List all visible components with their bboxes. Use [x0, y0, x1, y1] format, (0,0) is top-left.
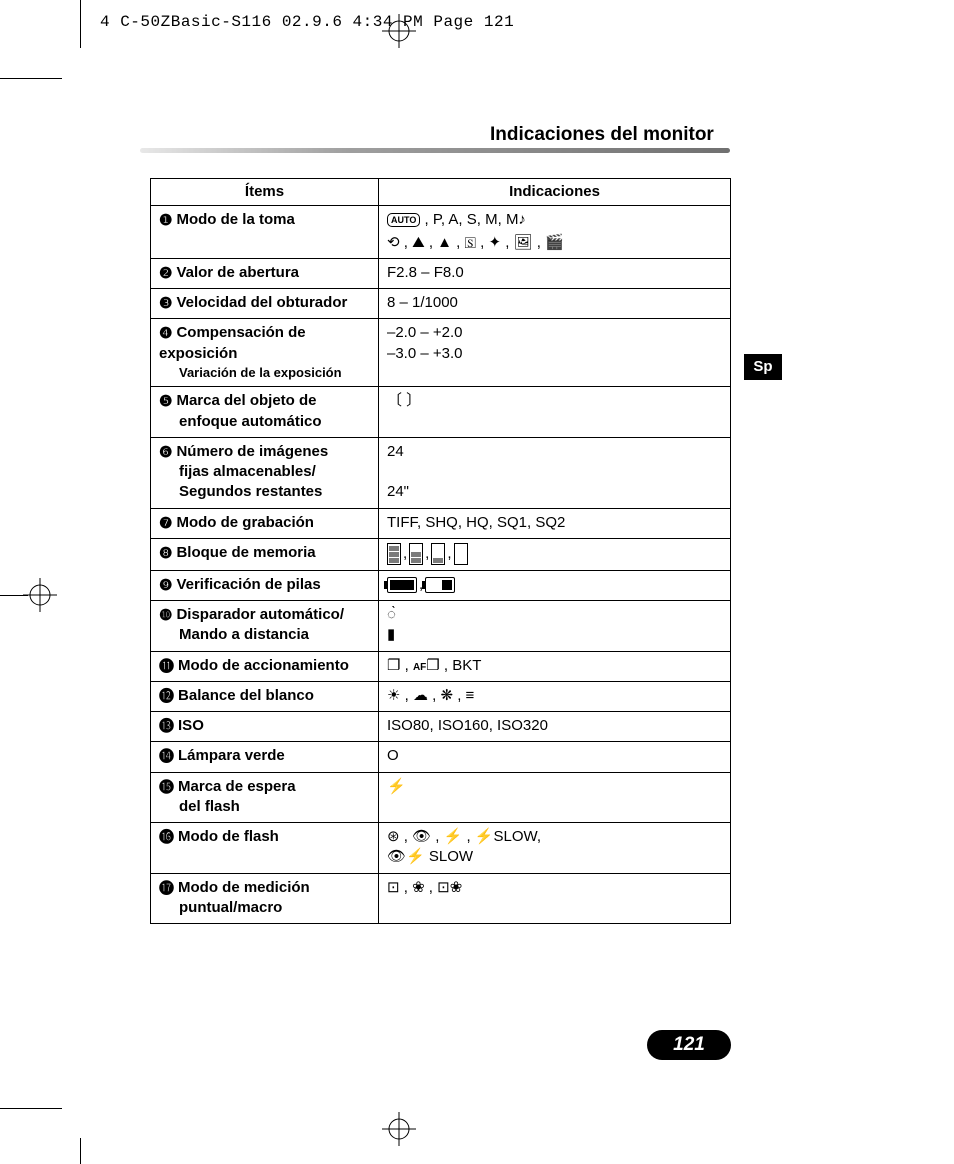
indication-cell: ,,,: [379, 538, 731, 570]
registration-mark-icon: [382, 14, 416, 48]
indication-cell: –2.0 – +2.0–3.0 – +3.0: [379, 319, 731, 387]
indication-cell: 2424": [379, 437, 731, 508]
indications-table: Ítems Indicaciones ❶Modo de la tomaAUTO …: [150, 178, 731, 924]
indication-cell: TIFF, SHQ, HQ, SQ1, SQ2: [379, 508, 731, 538]
printer-slug: 4 C-50ZBasic-S116 02.9.6 4:34 PM Page 12…: [100, 14, 514, 30]
indication-cell: ,: [379, 570, 731, 600]
table-row: ❺Marca del objeto deenfoque automático〔 …: [151, 387, 731, 438]
table-row: ❻Número de imágenesfijas almacenables/Se…: [151, 437, 731, 508]
table-row: ⓮Lámpara verdeO: [151, 742, 731, 772]
table-row: ❿Disparador automático/Mando a distancia…: [151, 601, 731, 652]
indication-cell: ◌̀▮: [379, 601, 731, 652]
item-cell: ⓫Modo de accionamiento: [151, 651, 379, 681]
item-cell: ❷Valor de abertura: [151, 258, 379, 288]
table-row: ❶Modo de la tomaAUTO , P, A, S, M, M♪⟲ ,…: [151, 206, 731, 259]
table-row: ❷Valor de aberturaF2.8 – F8.0: [151, 258, 731, 288]
item-cell: ❼Modo de grabación: [151, 508, 379, 538]
table-row: ❾Verificación de pilas,: [151, 570, 731, 600]
indication-cell: O: [379, 742, 731, 772]
indication-cell: ⚡: [379, 772, 731, 823]
indication-cell: 〔 〕: [379, 387, 731, 438]
item-cell: ⓰Modo de flash: [151, 823, 379, 874]
item-cell: ❸Velocidad del obturador: [151, 289, 379, 319]
table-row: ⓭ISOISO80, ISO160, ISO320: [151, 712, 731, 742]
item-cell: ⓯Marca de esperadel flash: [151, 772, 379, 823]
item-cell: ❺Marca del objeto deenfoque automático: [151, 387, 379, 438]
table-row: ⓰Modo de flash⊛ , 👁 , ⚡ , ⚡SLOW,👁⚡ SLOW: [151, 823, 731, 874]
table-row: ⓱Modo de mediciónpuntual/macro⊡ , ❀ , ⊡❀: [151, 873, 731, 924]
section-title: Indicaciones del monitor: [490, 124, 714, 146]
table-row: ❼Modo de grabaciónTIFF, SHQ, HQ, SQ1, SQ…: [151, 508, 731, 538]
col-header-items: Ítems: [151, 179, 379, 206]
item-cell: ❾Verificación de pilas: [151, 570, 379, 600]
page-number: 121: [647, 1030, 731, 1060]
indication-cell: ☀ , ☁ , ❋ , ≡: [379, 681, 731, 711]
language-tab: Sp: [744, 354, 782, 380]
registration-mark-icon: [382, 1112, 416, 1146]
indication-cell: 8 – 1/1000: [379, 289, 731, 319]
table-row: ❹Compensación de exposiciónVariación de …: [151, 319, 731, 387]
table-row: ⓫Modo de accionamiento❐ , AF❐ , BKT: [151, 651, 731, 681]
header-rule: [140, 148, 730, 153]
indication-cell: F2.8 – F8.0: [379, 258, 731, 288]
crop-mark: [80, 0, 81, 48]
item-cell: ❻Número de imágenesfijas almacenables/Se…: [151, 437, 379, 508]
indication-cell: ⊡ , ❀ , ⊡❀: [379, 873, 731, 924]
crop-mark: [80, 1138, 81, 1164]
registration-mark-icon: [23, 578, 57, 612]
col-header-indications: Indicaciones: [379, 179, 731, 206]
item-cell: ❿Disparador automático/Mando a distancia: [151, 601, 379, 652]
indication-cell: ❐ , AF❐ , BKT: [379, 651, 731, 681]
item-cell: ❹Compensación de exposiciónVariación de …: [151, 319, 379, 387]
indication-cell: AUTO , P, A, S, M, M♪⟲ , ⛰ , ▲ , 🅂 , ✦ ,…: [379, 206, 731, 259]
table-row: ⓬Balance del blanco☀ , ☁ , ❋ , ≡: [151, 681, 731, 711]
table-row: ❽Bloque de memoria,,,: [151, 538, 731, 570]
indication-cell: ⊛ , 👁 , ⚡ , ⚡SLOW,👁⚡ SLOW: [379, 823, 731, 874]
item-cell: ❶Modo de la toma: [151, 206, 379, 259]
table-row: ⓯Marca de esperadel flash⚡: [151, 772, 731, 823]
item-cell: ❽Bloque de memoria: [151, 538, 379, 570]
item-cell: ⓱Modo de mediciónpuntual/macro: [151, 873, 379, 924]
item-cell: ⓮Lámpara verde: [151, 742, 379, 772]
crop-mark: [0, 1108, 62, 1109]
item-cell: ⓬Balance del blanco: [151, 681, 379, 711]
indication-cell: ISO80, ISO160, ISO320: [379, 712, 731, 742]
item-cell: ⓭ISO: [151, 712, 379, 742]
crop-mark: [0, 78, 62, 79]
table-row: ❸Velocidad del obturador8 – 1/1000: [151, 289, 731, 319]
